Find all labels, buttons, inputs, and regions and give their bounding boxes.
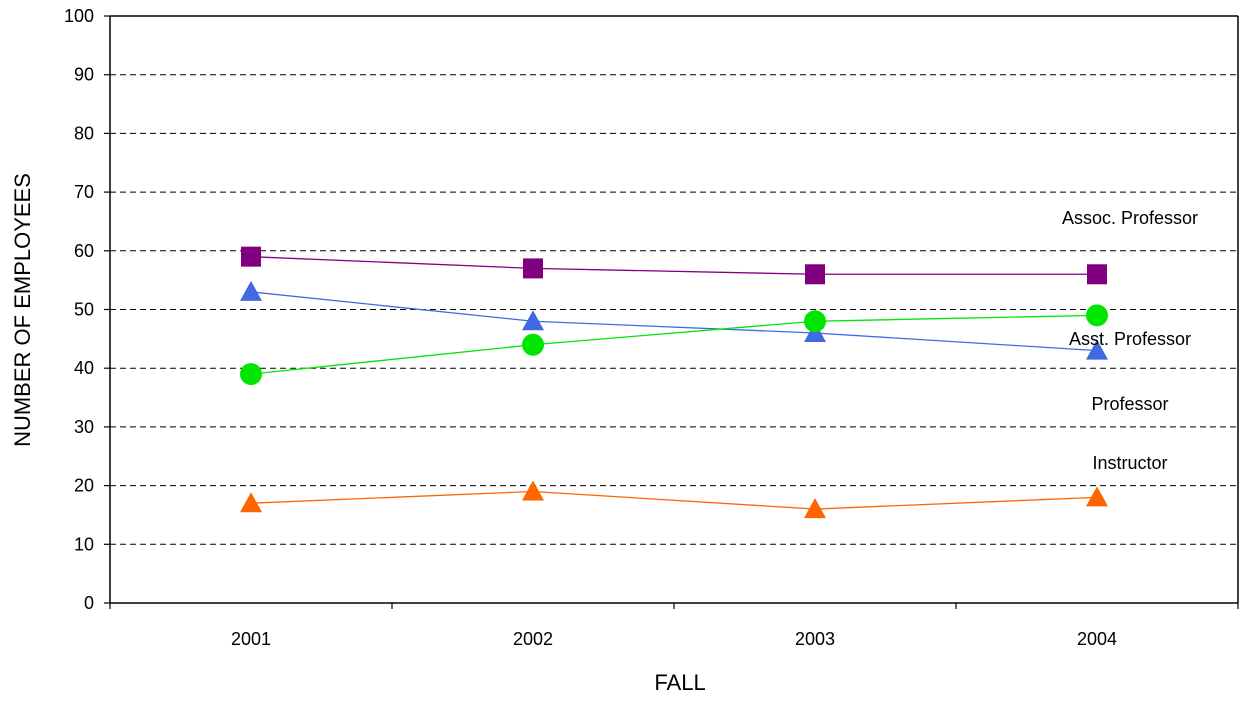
series <box>240 246 1108 519</box>
series-label: Asst. Professor <box>1069 329 1191 349</box>
series-line <box>250 291 1098 352</box>
x-tick-label: 2002 <box>513 629 553 649</box>
data-point-triangle <box>240 492 262 513</box>
y-tick-label: 60 <box>74 241 94 261</box>
data-point-square <box>523 258 543 279</box>
gridlines <box>110 15 1238 545</box>
axes: 0 10 20 30 40 50 60 70 80 90 100 2001 2002 2003 2004 <box>64 6 1239 649</box>
data-point-square <box>805 264 825 285</box>
data-point-square <box>241 246 261 267</box>
data-point-square <box>1087 264 1107 285</box>
y-tick-label: 70 <box>74 182 94 202</box>
data-point-triangle <box>1086 486 1108 507</box>
data-point-circle <box>804 310 826 333</box>
data-point-triangle <box>804 498 826 519</box>
series-label: Instructor <box>1092 453 1167 473</box>
x-axis-title: FALL <box>654 670 705 695</box>
data-point-triangle <box>522 310 544 331</box>
data-point-triangle <box>1086 339 1108 360</box>
x-tick-label: 2003 <box>795 629 835 649</box>
x-tick-label: 2004 <box>1077 629 1117 649</box>
y-tick-label: 30 <box>74 417 94 437</box>
y-tick-label: 40 <box>74 358 94 378</box>
series-line <box>250 490 1098 510</box>
data-point-triangle <box>522 480 544 501</box>
y-tick-label: 100 <box>64 6 94 26</box>
data-point-circle <box>240 363 262 386</box>
series-line <box>250 314 1098 375</box>
series-label: Assoc. Professor <box>1062 208 1198 228</box>
y-axis-title: NUMBER OF EMPLOYEES <box>10 173 35 447</box>
series-line <box>250 256 1097 275</box>
y-tick-label: 0 <box>84 593 94 613</box>
y-tick-label: 80 <box>74 123 94 143</box>
y-tick-label: 10 <box>74 534 94 554</box>
series-label: Professor <box>1091 394 1168 414</box>
x-tick-label: 2001 <box>231 629 271 649</box>
y-tick-label: 90 <box>74 65 94 85</box>
data-point-triangle <box>240 280 262 301</box>
y-tick-label: 20 <box>74 476 94 496</box>
data-point-circle <box>522 333 544 356</box>
y-tick-label: 50 <box>74 300 94 320</box>
data-point-circle <box>1086 304 1108 327</box>
labels: Assoc. Professor Asst. Professor Professor… <box>1062 208 1198 473</box>
